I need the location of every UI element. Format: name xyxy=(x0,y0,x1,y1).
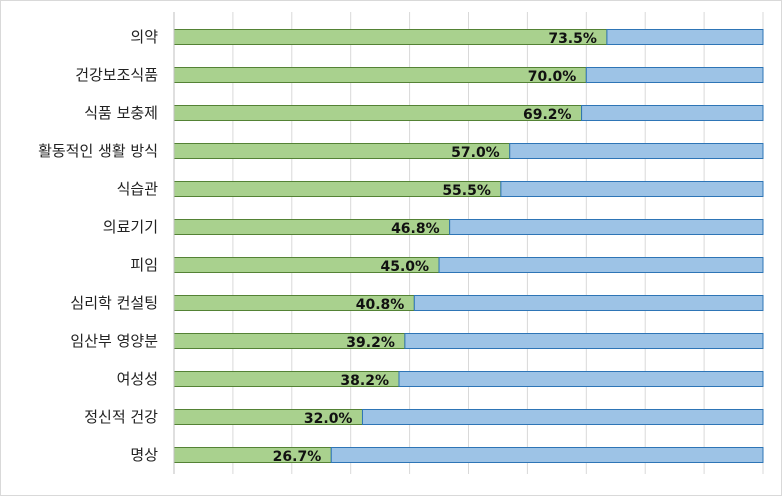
value-label: 69.2% xyxy=(523,107,572,123)
bar-segment-remainder xyxy=(330,447,764,463)
bar-segment-primary xyxy=(173,29,608,45)
value-label: 57.0% xyxy=(451,145,500,161)
category-label: 의료기기 xyxy=(103,218,158,236)
bar-segment-remainder xyxy=(500,181,764,197)
category-label: 활동적인 생활 방식 xyxy=(38,142,158,160)
category-label: 명상 xyxy=(130,446,158,464)
value-label: 45.0% xyxy=(380,259,429,275)
category-label: 식습관 xyxy=(117,180,159,198)
bar-segment-primary xyxy=(173,105,583,121)
category-label: 의약 xyxy=(130,28,158,46)
value-label: 40.8% xyxy=(356,297,405,313)
bar-segment-remainder xyxy=(585,67,764,83)
grid-lines xyxy=(232,12,764,474)
bar-segment-remainder xyxy=(606,29,764,45)
bar-segment-remainder xyxy=(361,409,764,425)
bar-segment-remainder xyxy=(581,105,764,121)
category-label: 임산부 영양분 xyxy=(70,332,158,350)
value-label: 46.8% xyxy=(391,221,440,237)
category-label: 건강보조식품 xyxy=(75,66,158,84)
category-label: 여성성 xyxy=(117,370,158,388)
bar-segment-remainder xyxy=(509,143,764,159)
value-label: 32.0% xyxy=(304,411,353,427)
value-labels: 73.5% 70.0% 69.2% 57.0% 55.5% 46.8% 45.0% 40.8%… xyxy=(273,31,597,465)
bar-segment-primary xyxy=(173,67,587,83)
value-label: 39.2% xyxy=(346,335,395,351)
category-label: 정신적 건강 xyxy=(84,408,158,426)
category-label: 식품 보충제 xyxy=(84,104,158,122)
bar-segment-remainder xyxy=(438,257,764,273)
bar-segment-remainder xyxy=(449,219,764,235)
bar-segment-remainder xyxy=(404,333,764,349)
bar-segment-remainder xyxy=(398,371,764,387)
value-label: 70.0% xyxy=(528,69,577,85)
value-label: 38.2% xyxy=(340,373,389,389)
category-label: 피임 xyxy=(130,256,158,274)
bar-segment-remainder xyxy=(413,295,764,311)
bars xyxy=(173,29,764,463)
value-label: 73.5% xyxy=(548,31,597,47)
category-label: 심리학 컨설팅 xyxy=(70,294,158,312)
value-label: 26.7% xyxy=(273,449,322,465)
value-label: 55.5% xyxy=(442,183,491,199)
